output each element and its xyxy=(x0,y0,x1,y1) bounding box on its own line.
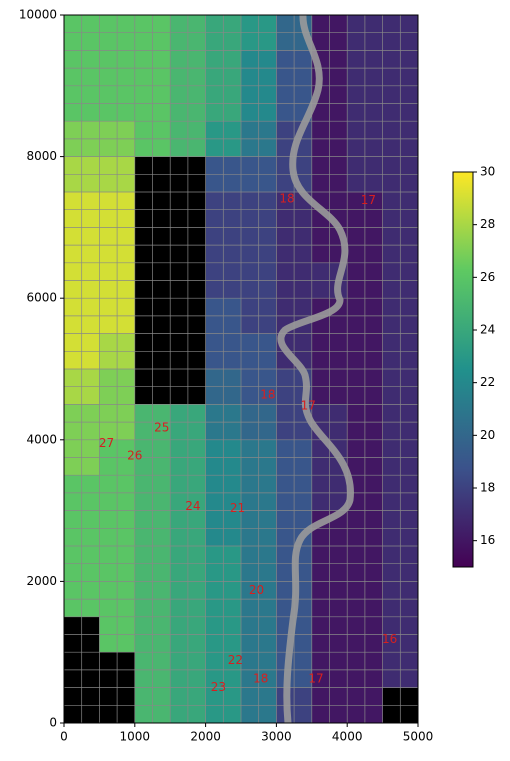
y-tick-label: 6000 xyxy=(26,291,57,305)
contour-label: 25 xyxy=(154,420,169,434)
contour-label: 23 xyxy=(211,680,226,694)
contour-label: 17 xyxy=(301,398,316,412)
colorbar-tick-label: 18 xyxy=(480,481,495,495)
colorbar-tick-label: 22 xyxy=(480,375,495,389)
x-tick-label: 1000 xyxy=(120,730,151,744)
contour-label: 20 xyxy=(249,583,264,597)
x-tick-label: 4000 xyxy=(332,730,363,744)
contour-label: 18 xyxy=(260,388,275,402)
colorbar-tick-label: 26 xyxy=(480,270,495,284)
colorbar-tick-label: 28 xyxy=(480,217,495,231)
x-tick-label: 5000 xyxy=(403,730,434,744)
colorbar-tick-label: 30 xyxy=(480,165,495,179)
contour-label: 27 xyxy=(99,436,114,450)
x-tick-label: 0 xyxy=(60,730,68,744)
contour-label: 24 xyxy=(185,499,200,513)
y-tick-label: 2000 xyxy=(26,574,57,588)
river xyxy=(277,14,354,724)
y-tick-label: 8000 xyxy=(26,149,57,163)
plot-frame xyxy=(63,14,419,724)
y-tick-label: 10000 xyxy=(19,8,57,22)
colorbar xyxy=(452,171,474,568)
contour-label: 18 xyxy=(253,672,268,686)
contour-label: 22 xyxy=(228,653,243,667)
x-tick-label: 2000 xyxy=(190,730,221,744)
contour-label: 21 xyxy=(230,501,245,515)
x-tick-label: 3000 xyxy=(261,730,292,744)
colorbar-tick-label: 16 xyxy=(480,533,495,547)
contour-label: 18 xyxy=(279,192,294,206)
y-tick-label: 0 xyxy=(49,716,57,730)
contour-label: 17 xyxy=(361,193,376,207)
colorbar-tick-label: 24 xyxy=(480,323,495,337)
colorbar-tick-label: 20 xyxy=(480,428,495,442)
contour-label: 17 xyxy=(308,672,323,686)
contour-label: 26 xyxy=(127,449,142,463)
y-tick-label: 4000 xyxy=(26,432,57,446)
contour-label: 16 xyxy=(382,632,397,646)
